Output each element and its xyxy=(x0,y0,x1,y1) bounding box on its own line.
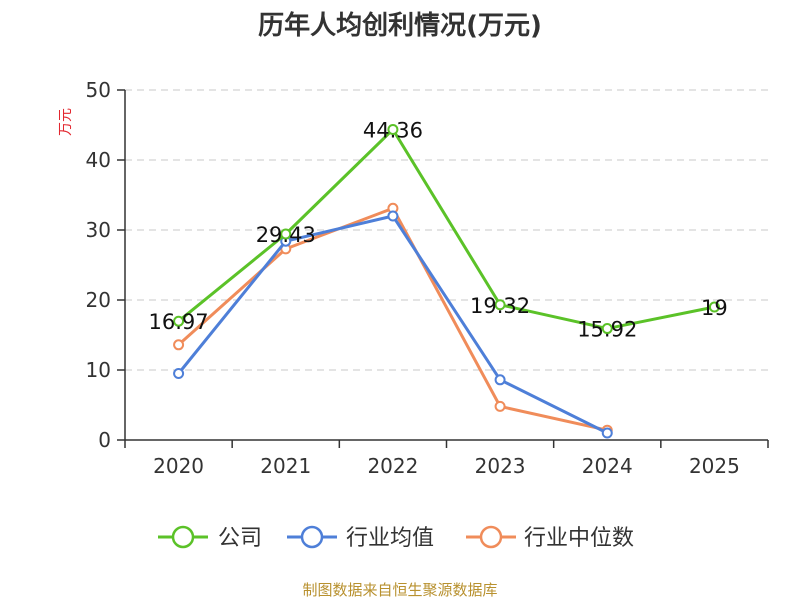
data-point-1-4 xyxy=(601,427,613,439)
data-point-0-1 xyxy=(280,228,292,240)
series-line-2 xyxy=(177,206,608,432)
data-point-0-4 xyxy=(601,323,613,335)
y-tick-label-30: 30 xyxy=(86,218,111,242)
chart-title: 历年人均创利情况(万元) xyxy=(258,10,542,41)
y-tick-label-50: 50 xyxy=(86,78,111,102)
data-point-0-2 xyxy=(387,123,399,135)
data-point-2-3 xyxy=(494,400,506,412)
data-label-5: 19 xyxy=(701,296,728,320)
data-label-4: 15.92 xyxy=(577,318,637,342)
series-line-0 xyxy=(177,127,715,331)
data-labels: 16.97 29.43 44.36 19.32 15.92 19 xyxy=(149,118,728,341)
data-point-1-0 xyxy=(173,368,185,379)
legend-marker-0 xyxy=(171,525,195,549)
legend-marker-1 xyxy=(300,525,324,549)
data-point-0-0 xyxy=(173,315,185,327)
y-tick-label-0: 0 xyxy=(98,428,111,452)
y-axis-label: 万元 xyxy=(58,108,74,136)
data-point-2-0 xyxy=(173,339,185,351)
data-label-2: 44.36 xyxy=(363,118,423,142)
data-point-0-3 xyxy=(494,299,506,311)
x-tick-label-2021: 2021 xyxy=(260,454,311,478)
legend-label-2: 行业中位数 xyxy=(524,526,634,551)
x-tick-label-2024: 2024 xyxy=(582,454,633,478)
data-label-3: 19.32 xyxy=(470,294,530,318)
axes: 0 10 20 30 40 50 2020 2021 2022 2023 2024 2025 xyxy=(86,78,769,478)
data-point-1-2 xyxy=(387,210,399,222)
legend-marker-2 xyxy=(479,525,503,549)
legend-label-1: 行业均值 xyxy=(346,526,434,551)
y-tick-label-20: 20 xyxy=(86,288,111,312)
x-tick-label-2025: 2025 xyxy=(689,454,740,478)
x-tick-label-2020: 2020 xyxy=(153,454,204,478)
y-tick-label-40: 40 xyxy=(86,148,111,172)
legend: 公司 行业均值 行业中位数 xyxy=(158,525,634,551)
y-tick-label-10: 10 xyxy=(86,358,111,382)
legend-label-0: 公司 xyxy=(218,526,262,551)
data-label-1: 29.43 xyxy=(256,223,316,247)
series-layer xyxy=(173,123,720,439)
data-point-1-3 xyxy=(494,374,506,386)
data-point-0-5 xyxy=(708,301,720,313)
series-line-1 xyxy=(177,214,608,435)
x-tick-label-2022: 2022 xyxy=(367,454,418,478)
source-note: 制图数据来自恒生聚源数据库 xyxy=(302,581,497,599)
grid-lines xyxy=(125,89,768,371)
x-tick-label-2023: 2023 xyxy=(475,454,526,478)
data-label-0: 16.97 xyxy=(149,310,209,334)
